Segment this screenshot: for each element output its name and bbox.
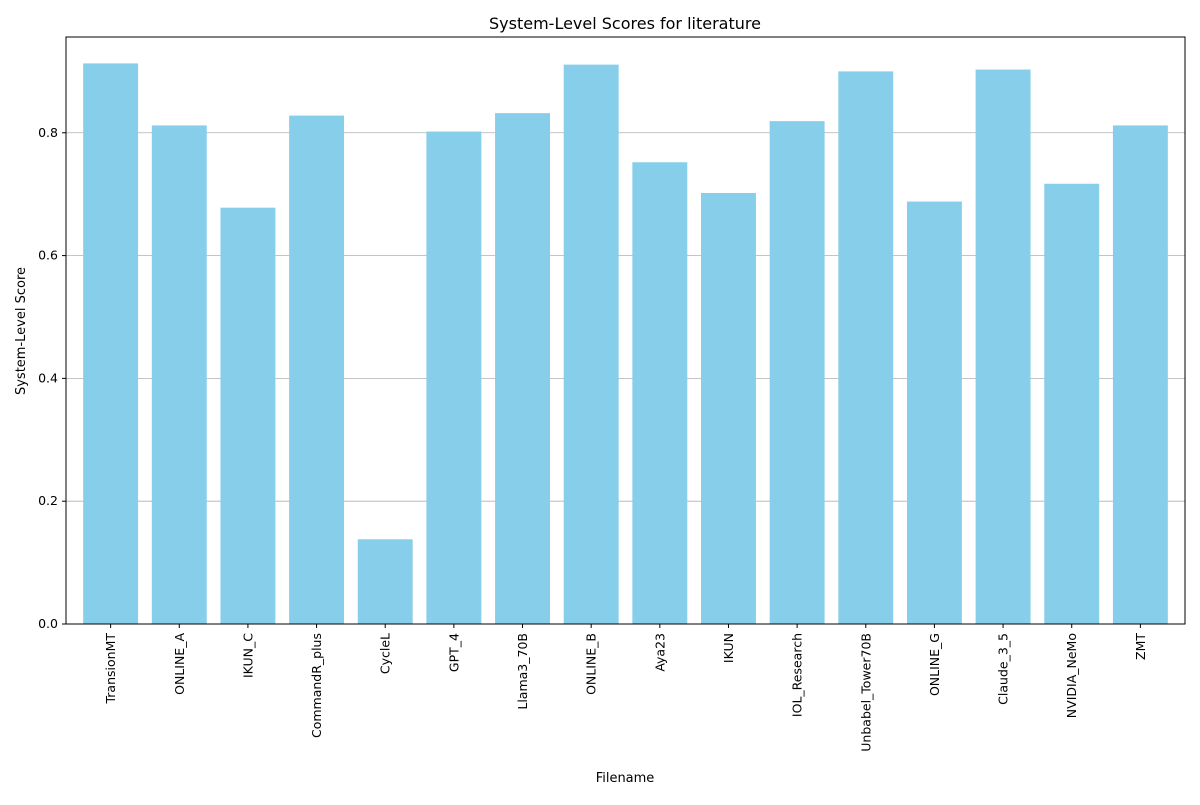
y-axis-ticks: 0.0 0.2 0.4 0.6 0.8 [38, 125, 66, 631]
x-tick-label: IKUN_C [240, 633, 255, 678]
x-tick-label: Claude_3_5 [996, 633, 1011, 705]
x-tick-label: Unbabel_Tower70B [858, 633, 873, 752]
bar-aya23 [632, 162, 688, 625]
bar-online-a [151, 125, 207, 625]
x-tick-label: NVIDIA_NeMo [1064, 633, 1079, 718]
x-tick-label: Llama3_70B [515, 633, 530, 710]
bar-online-b [563, 64, 619, 625]
y-tick-label: 0.0 [38, 616, 58, 631]
y-tick-label: 0.2 [38, 493, 58, 508]
y-axis-label: System-Level Score [14, 267, 29, 395]
x-tick-label: ZMT [1133, 633, 1148, 660]
bars [83, 63, 1168, 625]
x-tick-label: ONLINE_A [172, 633, 187, 695]
y-tick-label: 0.6 [38, 248, 58, 263]
bar-zmt [1112, 125, 1168, 625]
bar-claude-3-5 [975, 69, 1031, 624]
chart-title: System-Level Scores for literature [489, 14, 761, 33]
x-tick-label: ONLINE_B [584, 633, 599, 695]
x-axis-label: Filename [596, 771, 655, 786]
bar-ikun-c [220, 207, 276, 624]
bar-iol-research [769, 121, 825, 624]
bar-unbabel-tower70b [838, 71, 894, 624]
x-tick-label: GPT_4 [446, 633, 461, 672]
x-tick-label: TransionMT [103, 633, 118, 705]
bar-gpt-4 [426, 131, 482, 624]
y-tick-label: 0.4 [38, 370, 58, 385]
x-tick-label: IOL_Research [790, 633, 805, 717]
bar-online-g [906, 201, 962, 624]
x-tick-label: CommandR_plus [309, 633, 324, 738]
x-tick-label: CycleL [378, 633, 393, 674]
x-axis-ticks: TransionMT ONLINE_A IKUN_C CommandR_plus Cyc… [103, 624, 1148, 752]
x-tick-label: IKUN [721, 633, 736, 663]
x-tick-label: Aya23 [652, 633, 667, 672]
bar-ikun [701, 192, 756, 624]
x-tick-label: ONLINE_G [927, 633, 942, 696]
y-tick-label: 0.8 [38, 125, 58, 140]
bar-transionmt [83, 63, 139, 625]
bar-commandr-plus [289, 115, 345, 624]
bar-llama3-70b [495, 113, 550, 625]
bar-cyclel [357, 539, 413, 624]
bar-nvidia-nemo [1044, 183, 1100, 624]
plot-frame [65, 36, 1186, 625]
